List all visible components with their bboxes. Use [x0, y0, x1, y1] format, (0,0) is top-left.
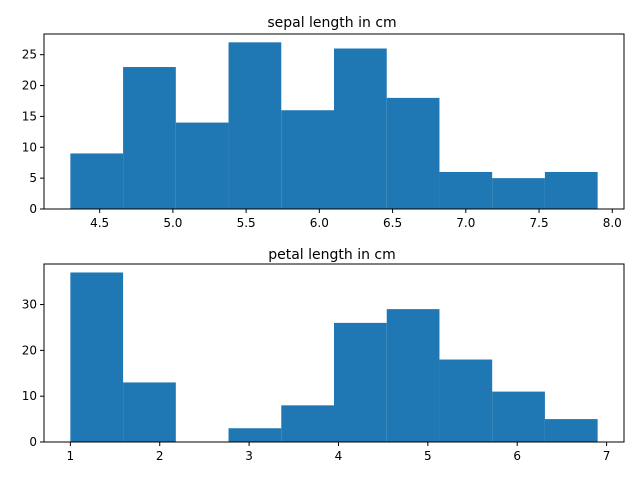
sepal-length-bar-0 — [70, 153, 124, 209]
petal-length-y-tick-label-0: 0 — [29, 435, 37, 449]
petal-length-title: petal length in cm — [268, 247, 396, 263]
sepal-length-bar-1 — [123, 67, 176, 209]
petal-length-y-tick-label-1: 10 — [22, 389, 37, 403]
sepal-length-y-tick-label-0: 0 — [29, 202, 37, 216]
sepal-length-x-tick-label-5: 7.0 — [456, 216, 475, 230]
sepal-length-x-axis: 4.5 5.0 5.5 6.0 6.5 7.0 7.5 8.0 — [90, 209, 622, 230]
sepal-length-x-tick-label-6: 7.5 — [530, 216, 549, 230]
petal-length-plot-frame — [43, 263, 625, 443]
sepal-length-y-tick-label-1: 5 — [29, 171, 37, 185]
sepal-length-y-axis: 0 5 10 15 20 25 — [22, 48, 44, 216]
sepal-length-x-tick-label-4: 6.5 — [383, 216, 402, 230]
sepal-length-bars — [70, 42, 598, 210]
sepal-length-x-tick-label-3: 6.0 — [310, 216, 329, 230]
sepal-length-bar-8 — [492, 178, 545, 209]
petal-length-bar-3 — [228, 428, 282, 442]
sepal-length-bar-9 — [544, 171, 598, 209]
sepal-length-x-tick-label-2: 5.5 — [237, 216, 256, 230]
petal-length-x-tick-label-0: 1 — [67, 449, 75, 463]
petal-length-bar-4 — [281, 405, 334, 442]
sepal-length-bar-5 — [334, 48, 387, 210]
petal-length-bar-9 — [544, 419, 598, 442]
sepal-length-y-tick-label-5: 25 — [22, 48, 37, 62]
sepal-length-x-tick-label-7: 8.0 — [603, 216, 622, 230]
petal-length-x-tick-label-1: 2 — [156, 449, 164, 463]
petal-length-bar-8 — [492, 391, 545, 442]
petal-length-y-axis: 0 10 20 30 — [22, 298, 44, 449]
sepal-length-bar-7 — [439, 171, 493, 209]
sepal-length-y-tick-label-2: 10 — [22, 140, 37, 154]
sepal-length-bar-3 — [228, 42, 282, 210]
petal-length-panel: petal length in cm 1 2 3 4 5 6 7 0 10 20 30 — [22, 247, 625, 463]
sepal-length-x-tick-label-1: 5.0 — [163, 216, 182, 230]
sepal-length-bar-6 — [386, 97, 440, 209]
petal-length-y-tick-label-3: 30 — [22, 298, 37, 312]
petal-length-bar-5 — [334, 322, 387, 442]
petal-length-bar-1 — [123, 382, 176, 442]
petal-length-x-tick-label-3: 4 — [335, 449, 343, 463]
sepal-length-x-tick-label-0: 4.5 — [90, 216, 109, 230]
petal-length-x-tick-label-5: 6 — [513, 449, 521, 463]
petal-length-x-tick-label-4: 5 — [424, 449, 432, 463]
sepal-length-bar-4 — [281, 110, 334, 209]
petal-length-x-tick-label-2: 3 — [245, 449, 253, 463]
petal-length-bars — [70, 272, 598, 442]
petal-length-bar-0 — [70, 272, 124, 442]
sepal-length-panel: sepal length in cm 4.5 5.0 5.5 6.0 6.5 7.0 7.5… — [22, 15, 625, 230]
petal-length-bar-7 — [439, 359, 493, 442]
sepal-length-y-tick-label-4: 20 — [22, 79, 37, 93]
petal-length-y-tick-label-2: 20 — [22, 343, 37, 357]
petal-length-bar-6 — [386, 309, 440, 442]
sepal-length-y-tick-label-3: 15 — [22, 109, 37, 123]
petal-length-x-tick-label-6: 7 — [603, 449, 611, 463]
sepal-length-plot-frame — [43, 33, 625, 210]
sepal-length-title: sepal length in cm — [267, 15, 396, 31]
sepal-length-bar-2 — [175, 122, 229, 209]
petal-length-x-axis: 1 2 3 4 5 6 7 — [67, 442, 611, 463]
